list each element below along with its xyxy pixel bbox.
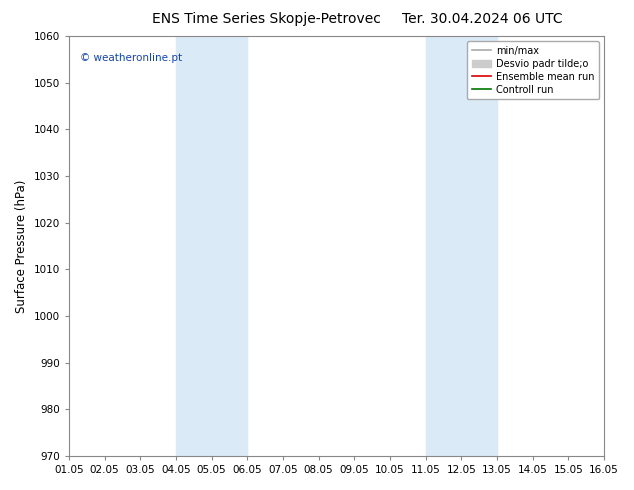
Text: ENS Time Series Skopje-Petrovec: ENS Time Series Skopje-Petrovec [152, 12, 381, 26]
Text: © weatheronline.pt: © weatheronline.pt [79, 53, 182, 63]
Bar [176, 36, 247, 456]
Bar [425, 36, 497, 456]
Legend: min/max, Desvio padr tilde;o, Ensemble mean run, Controll run: min/max, Desvio padr tilde;o, Ensemble m… [467, 41, 599, 99]
Text: Ter. 30.04.2024 06 UTC: Ter. 30.04.2024 06 UTC [401, 12, 562, 26]
Y-axis label: Surface Pressure (hPa): Surface Pressure (hPa) [15, 179, 28, 313]
